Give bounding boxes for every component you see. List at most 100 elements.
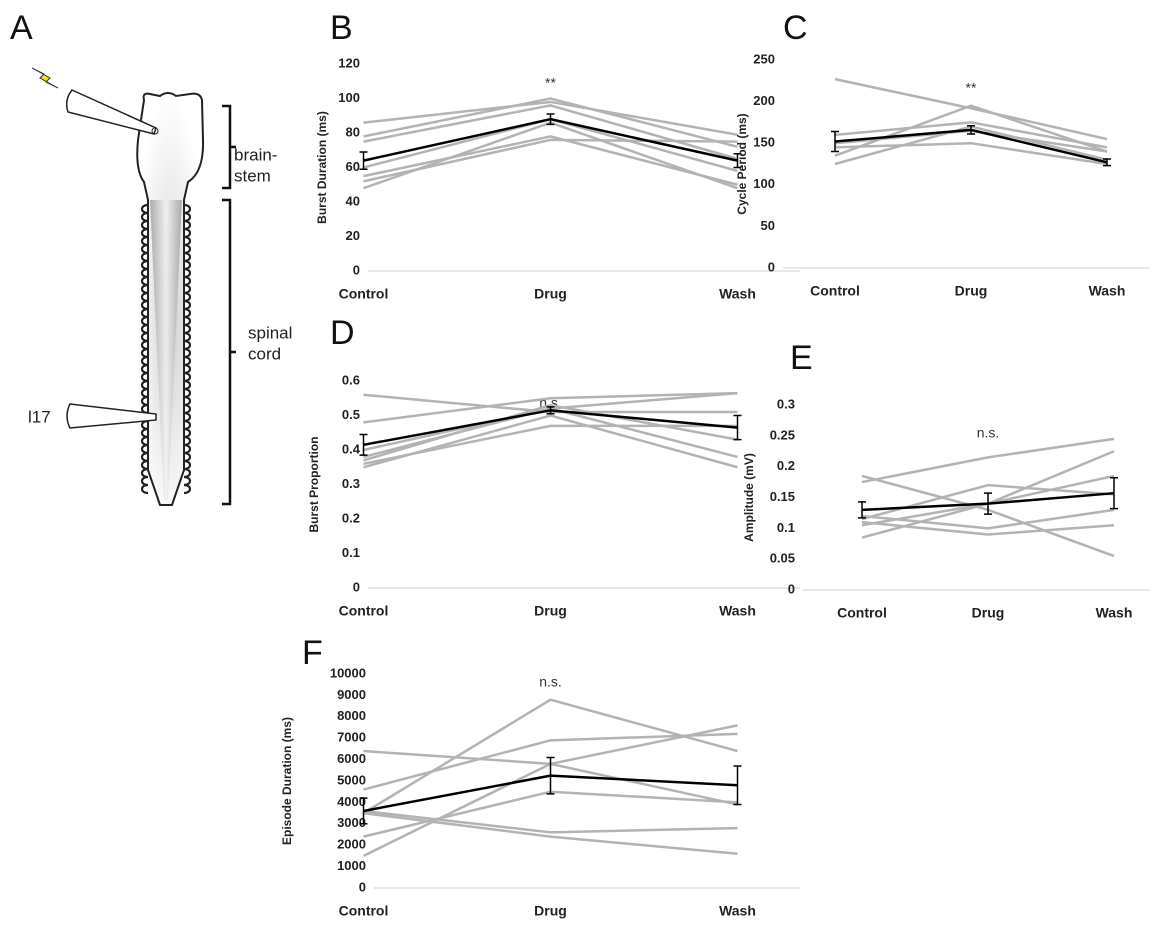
y-tick-label: 150 [753,135,775,150]
panel-label: B [330,9,353,47]
x-tick-label: Control [339,903,389,919]
x-tick-label: Wash [719,603,756,619]
error-bar [733,152,742,169]
diagram-a: A brain- stem spinal cord l17 [10,9,292,506]
y-tick-label: 60 [346,159,360,174]
y-tick-label: 0 [788,581,795,596]
region-label: brain- [234,145,277,164]
y-tick-label: 50 [761,218,775,233]
y-tick-label: 100 [753,176,775,191]
y-tick-label: 0 [353,579,360,594]
x-tick-label: Drug [534,603,567,619]
x-tick-label: Control [339,286,389,302]
y-axis-label: Cycle Period (ms) [735,113,749,214]
y-tick-label: 5000 [337,772,366,787]
annotation: n.s. [977,425,1000,441]
region-label: stem [234,166,271,185]
series-line [363,100,738,136]
y-tick-label: 0.05 [770,551,795,566]
error-bar [858,501,866,519]
y-tick-label: 0.1 [777,520,795,535]
series-line [834,141,1108,166]
x-tick-label: Control [837,605,887,621]
error-bar [359,151,368,170]
electrode [66,403,157,429]
region-label: spinal [248,323,292,342]
lightning-icon [31,67,59,89]
annotation: n.s. [539,674,562,690]
series-line [363,97,738,149]
y-tick-label: 6000 [337,751,366,766]
error-bar [546,113,555,126]
bracket [222,104,236,190]
y-tick-label: 100 [338,90,360,105]
y-tick-label: 80 [346,124,360,139]
y-tick-label: 200 [753,93,775,108]
x-tick-label: Wash [719,286,756,302]
y-tick-label: 9000 [337,687,366,702]
y-tick-label: 0.3 [777,396,795,411]
x-tick-label: Wash [719,903,756,919]
y-axis-label: Burst Duration (ms) [315,111,329,224]
series-line [362,698,738,815]
series-line [363,391,738,424]
error-bar [984,492,992,515]
series-line [363,732,738,791]
y-tick-label: 20 [346,228,360,243]
y-tick-label: 0.3 [342,476,360,491]
electrode-label: l17 [28,407,51,426]
y-tick-label: 10000 [330,665,366,680]
y-axis-label: Episode Duration (ms) [280,717,294,845]
y-tick-label: 0 [359,879,366,894]
series-line [363,414,738,469]
error-bar [1110,477,1118,510]
annotation: ** [966,80,977,96]
y-tick-label: 0.25 [770,427,795,442]
x-tick-label: Control [339,603,389,619]
y-tick-label: 0.5 [342,407,360,422]
y-tick-label: 3000 [337,815,366,830]
series-line [861,520,1115,536]
series-line [363,809,738,834]
y-tick-label: 0.2 [342,510,360,525]
y-tick-label: 7000 [337,730,366,745]
spinal-cord [150,200,182,500]
series-line [861,508,1115,530]
y-tick-label: 8000 [337,708,366,723]
error-bar [359,433,368,456]
x-tick-label: Wash [1089,283,1126,299]
electrode-tip [151,127,159,135]
y-tick-label: 1000 [337,858,366,873]
error-bar [546,406,555,415]
x-tick-label: Wash [1096,605,1133,621]
error-bar [546,756,555,795]
panel-label: F [302,634,323,672]
y-tick-label: 250 [753,51,775,66]
y-tick-label: 120 [338,55,360,70]
error-bar [733,765,742,806]
series-line [363,135,738,186]
panel-label: D [330,314,355,352]
error-bar [1103,158,1111,167]
y-tick-label: 0.4 [342,441,361,456]
series-line [861,437,1115,484]
series-line [363,138,738,183]
x-tick-label: Drug [534,286,567,302]
panel-label: A [10,9,33,47]
x-tick-label: Drug [955,283,988,299]
y-tick-label: 0.6 [342,372,360,387]
y-axis-label: Burst Proportion [307,437,321,533]
y-tick-label: 0 [353,262,360,277]
y-tick-label: 0.15 [770,489,795,504]
y-tick-label: 40 [346,193,360,208]
panel-label: C [783,9,808,47]
series-line [834,121,1108,149]
panel-label: E [790,339,813,377]
error-bar [733,414,742,441]
error-bar [359,797,368,825]
x-tick-label: Drug [534,903,567,919]
error-bar [967,124,975,135]
x-tick-label: Control [810,283,860,299]
y-tick-label: 0.2 [777,458,795,473]
